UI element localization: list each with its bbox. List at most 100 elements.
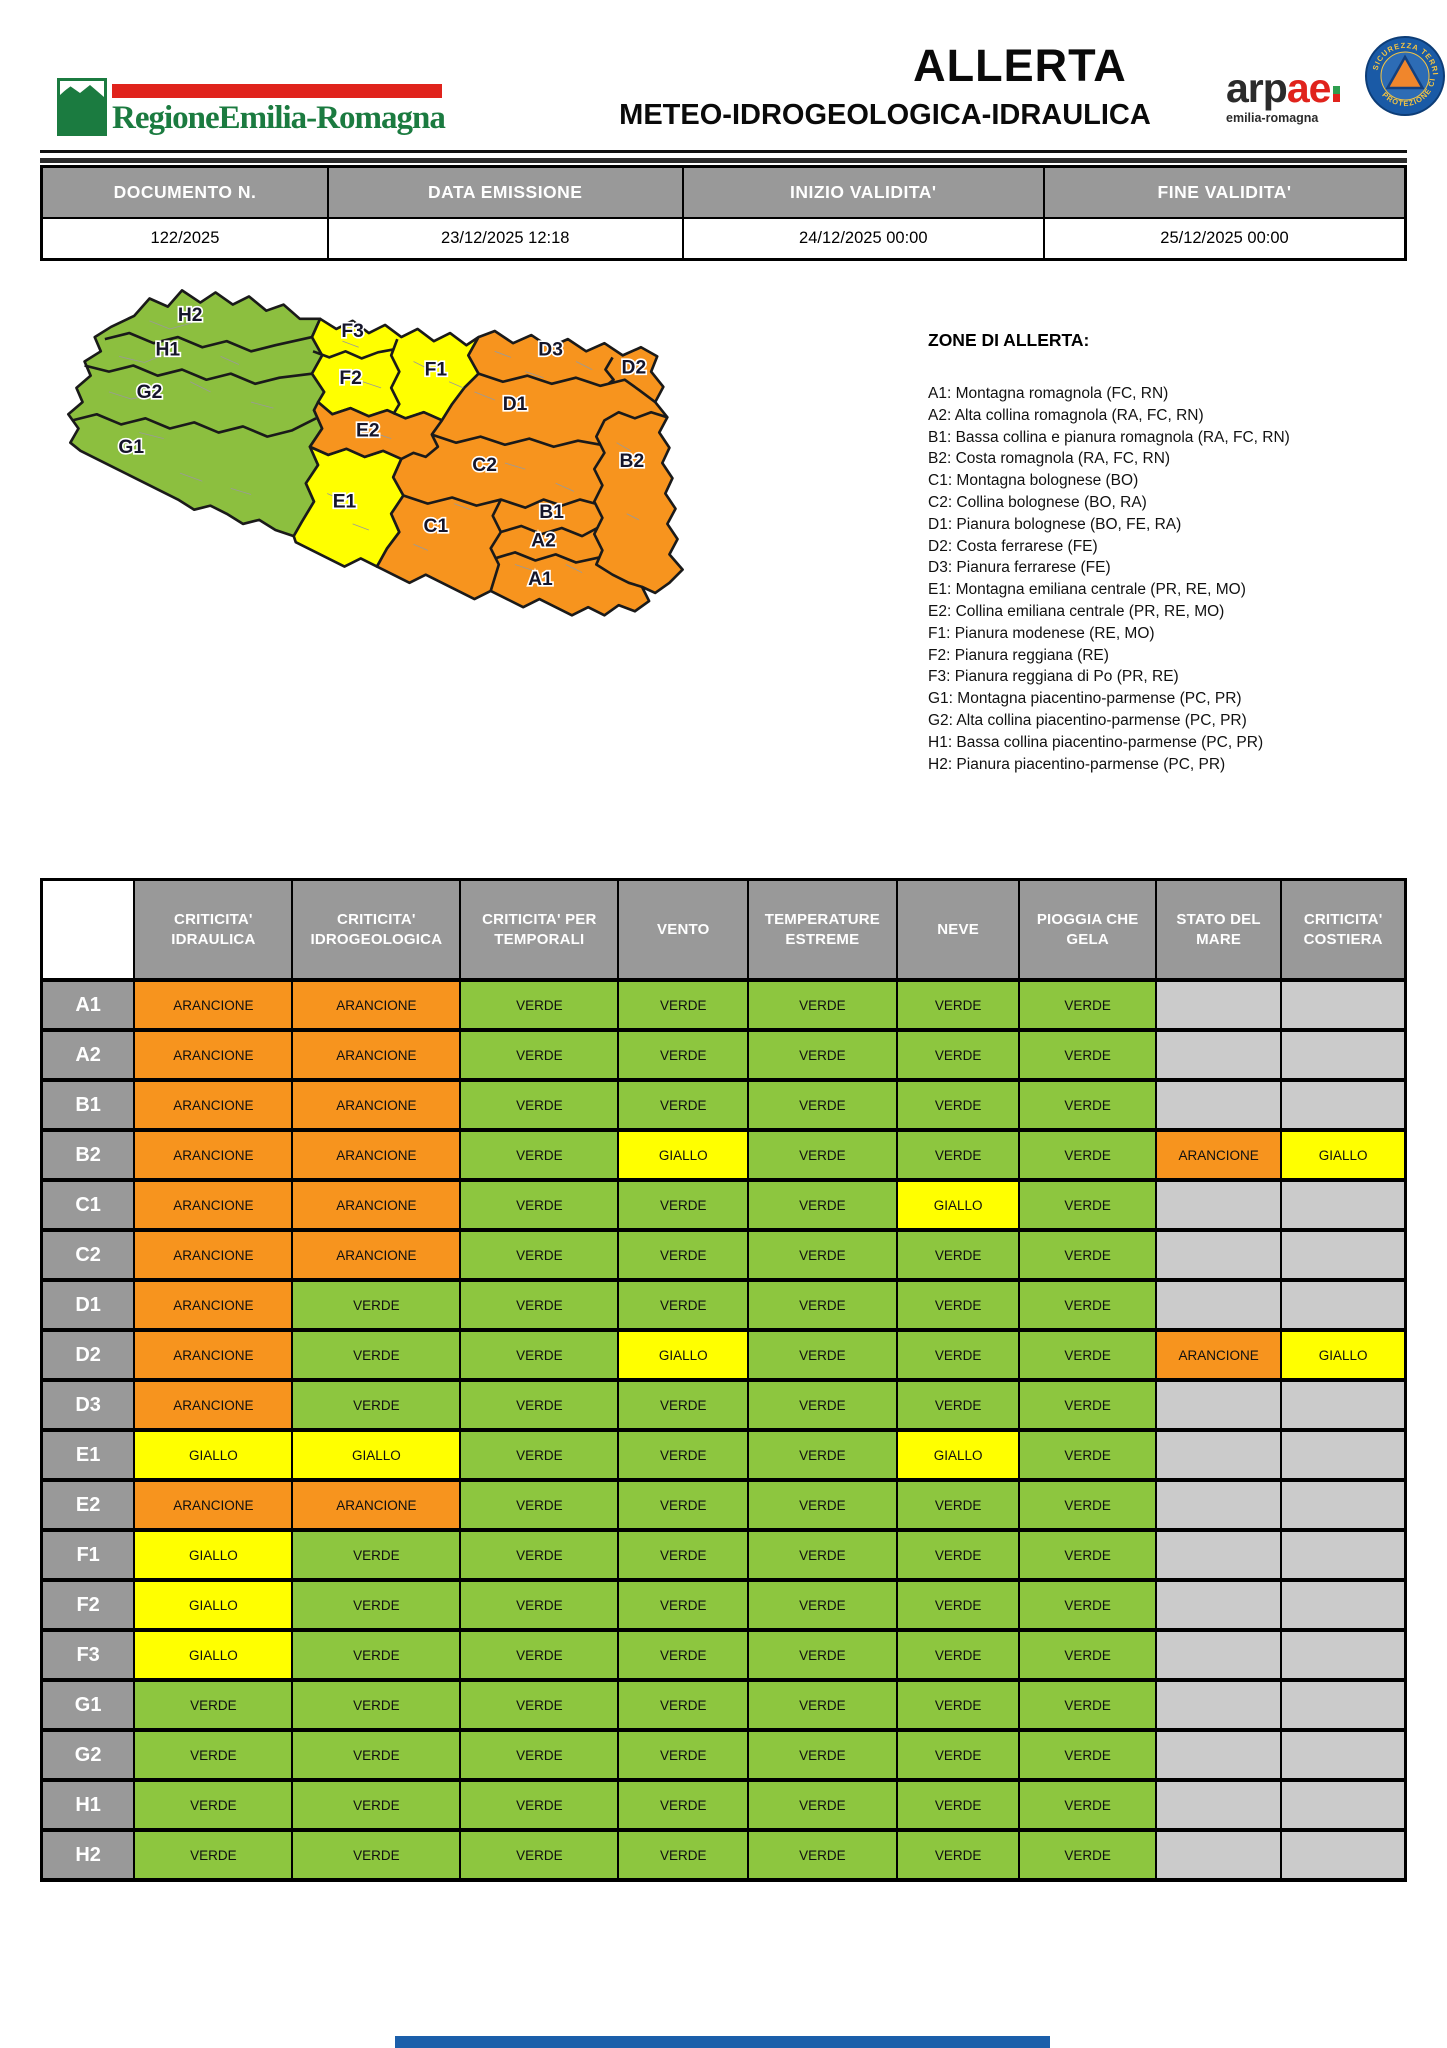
alert-cell: VERDE xyxy=(895,1778,1021,1832)
alert-cell: ARANCIONE xyxy=(133,1278,294,1332)
zone-legend-item: H2: Pianura piacentino-parmense (PC, PR) xyxy=(928,755,1226,773)
alert-cell: ARANCIONE xyxy=(133,1228,294,1282)
map-zone-label: G1 xyxy=(118,437,144,458)
map-zone-label: H2 xyxy=(178,305,203,326)
map-orange-area xyxy=(308,329,684,617)
alert-cell: VERDE xyxy=(459,978,620,1032)
alert-cell: ARANCIONE xyxy=(133,1028,294,1082)
alert-cell: VERDE xyxy=(895,1678,1021,1732)
alert-cell: VERDE xyxy=(895,1628,1021,1682)
alert-cell: ARANCIONE xyxy=(133,1178,294,1232)
alert-row: E1 GIALLO GIALLO VERDE VERDE VERDE GIALLO VERDE xyxy=(40,1428,1407,1482)
alert-cell xyxy=(1154,1028,1283,1082)
alert-cell: VERDE xyxy=(617,1528,750,1582)
zone-legend-item: D2: Costa ferrarese (FE) xyxy=(928,537,1098,555)
map-zone-label: G2 xyxy=(137,382,163,403)
alert-cell: VERDE xyxy=(133,1678,294,1732)
arpae-flag-icon xyxy=(1333,86,1341,102)
zone-row-label: A2 xyxy=(40,1028,136,1082)
zone-legend-item: B2: Costa romagnola (RA, FC, RN) xyxy=(928,450,1171,468)
validity-end-value: 25/12/2025 00:00 xyxy=(1043,217,1407,261)
alert-cell xyxy=(1280,1428,1407,1482)
alert-cell: ARANCIONE xyxy=(291,1128,462,1182)
alert-criticality-table: CRITICITA' IDRAULICA CRITICITA' IDROGEOLO… xyxy=(40,878,1407,1882)
zone-row-label: E1 xyxy=(40,1428,136,1482)
alert-cell: ARANCIONE xyxy=(133,1078,294,1132)
alert-row: A2 ARANCIONE ARANCIONE VERDE VERDE VERDE VERDE… xyxy=(40,1028,1407,1082)
map-zone-label: D1 xyxy=(503,394,528,415)
alert-cell: VERDE xyxy=(1018,1728,1157,1782)
alert-cell: VERDE xyxy=(617,1478,750,1532)
alert-cell: VERDE xyxy=(133,1828,294,1882)
zone-legend-item: D1: Pianura bolognese (BO, FE, RA) xyxy=(928,515,1182,533)
alert-cell: VERDE xyxy=(459,1578,620,1632)
map-zone-label: C2 xyxy=(472,455,497,476)
alert-cell: VERDE xyxy=(895,1478,1021,1532)
emission-date-value: 23/12/2025 12:18 xyxy=(326,217,684,261)
alert-cell: GIALLO xyxy=(133,1628,294,1682)
alert-cell: VERDE xyxy=(747,978,898,1032)
alert-cell: VERDE xyxy=(291,1728,462,1782)
zone-legend-item: C2: Collina bolognese (BO, RA) xyxy=(928,493,1147,511)
alert-cell: ARANCIONE xyxy=(291,1228,462,1282)
alert-cell xyxy=(1280,1778,1407,1832)
alert-cell xyxy=(1154,1478,1283,1532)
alert-cell: VERDE xyxy=(291,1578,462,1632)
alert-cell: VERDE xyxy=(747,1528,898,1582)
zone-legend-item: D3: Pianura ferrarese (FE) xyxy=(928,559,1111,577)
protezione-civile-logo-icon: SICUREZZA TERRITORIALE PROTEZIONE CIVILE xyxy=(1362,29,1445,116)
alert-cell: VERDE xyxy=(291,1778,462,1832)
alert-cell: VERDE xyxy=(459,1028,620,1082)
alert-cell: VERDE xyxy=(747,1828,898,1882)
alert-row: F1 GIALLO VERDE VERDE VERDE VERDE VERDE VERDE xyxy=(40,1528,1407,1582)
document-info-value-row: 122/2025 23/12/2025 12:18 24/12/2025 00:… xyxy=(40,217,1407,261)
alert-cell: VERDE xyxy=(459,1378,620,1432)
zone-list: A1: Montagna romagnola (FC, RN) A2: Alta … xyxy=(928,383,1428,775)
alert-cell xyxy=(1154,1728,1283,1782)
alert-row: B2 ARANCIONE ARANCIONE VERDE GIALLO VERDE VERD… xyxy=(40,1128,1407,1182)
alert-cell: VERDE xyxy=(895,1328,1021,1382)
alert-cell: ARANCIONE xyxy=(291,1078,462,1132)
alert-cell: VERDE xyxy=(747,1428,898,1482)
alert-cell xyxy=(1154,1778,1283,1832)
alert-row: G2 VERDE VERDE VERDE VERDE VERDE VERDE VERDE xyxy=(40,1728,1407,1782)
alert-cell: ARANCIONE xyxy=(1154,1128,1283,1182)
alert-cell xyxy=(1154,978,1283,1032)
zone-row-label: A1 xyxy=(40,978,136,1032)
alert-cell: VERDE xyxy=(1018,1778,1157,1832)
emission-date-header: DATA EMISSIONE xyxy=(326,165,684,219)
alert-cell xyxy=(1154,1278,1283,1332)
zone-legend-item: F1: Pianura modenese (RE, MO) xyxy=(928,624,1155,642)
alert-cell: VERDE xyxy=(895,1378,1021,1432)
alert-cell xyxy=(1154,1228,1283,1282)
alert-cell: VERDE xyxy=(895,1078,1021,1132)
arpae-logo-text-dark: arp xyxy=(1226,65,1288,111)
zone-row-label: F3 xyxy=(40,1628,136,1682)
alert-cell xyxy=(1280,1178,1407,1232)
alert-cell: VERDE xyxy=(1018,1228,1157,1282)
alert-cell xyxy=(1154,1628,1283,1682)
alert-cell: ARANCIONE xyxy=(133,1328,294,1382)
alert-cell: VERDE xyxy=(617,1378,750,1432)
alert-cell: VERDE xyxy=(895,1728,1021,1782)
alert-cell: VERDE xyxy=(291,1678,462,1732)
alert-cell: VERDE xyxy=(459,1478,620,1532)
alert-cell: VERDE xyxy=(1018,1128,1157,1182)
alert-cell: VERDE xyxy=(1018,1678,1157,1732)
zone-row-label: G1 xyxy=(40,1678,136,1732)
map-municipality-lines xyxy=(108,320,640,574)
alert-cell: ARANCIONE xyxy=(291,978,462,1032)
map-zone-label: F2 xyxy=(339,368,362,389)
alert-cell xyxy=(1280,1528,1407,1582)
zone-row-label: F1 xyxy=(40,1528,136,1582)
alert-cell: VERDE xyxy=(1018,1528,1157,1582)
alert-cell: VERDE xyxy=(895,978,1021,1032)
alert-cell: VERDE xyxy=(895,1578,1021,1632)
alert-cell: VERDE xyxy=(1018,1378,1157,1432)
validity-start-value: 24/12/2025 00:00 xyxy=(681,217,1046,261)
alert-cell: VERDE xyxy=(747,1128,898,1182)
alert-row: D1 ARANCIONE VERDE VERDE VERDE VERDE VERDE VERD… xyxy=(40,1278,1407,1332)
alert-cell: VERDE xyxy=(895,1028,1021,1082)
alert-cell xyxy=(1280,1828,1407,1882)
zone-row-label: F2 xyxy=(40,1578,136,1632)
